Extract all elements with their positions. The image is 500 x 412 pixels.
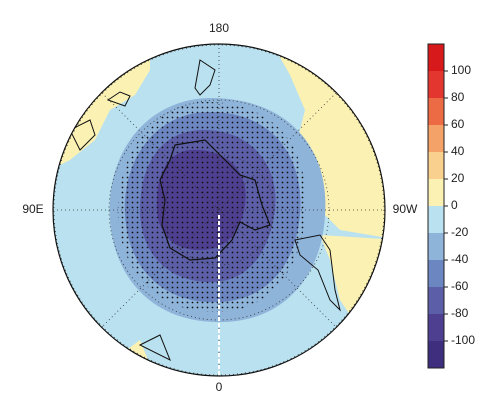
colorbar-tick-label: -100 — [451, 333, 475, 347]
colorbar-bin — [428, 260, 444, 287]
colorbar-bin — [428, 71, 444, 98]
colorbar-tick-label: 60 — [451, 117, 465, 131]
colorbar-bin — [428, 44, 444, 71]
colorbar-tick-label: -80 — [451, 306, 469, 320]
meridian-label: 180 — [209, 21, 229, 35]
colorbar-bin — [428, 314, 444, 341]
colorbar-tick-label: 80 — [451, 90, 465, 104]
colorbar: 100 80 60 40 20 0 -20 -40 -60 -80 -100 — [427, 43, 475, 369]
colorbar-bin — [428, 206, 444, 233]
map-disk — [53, 44, 385, 376]
colorbar-tick-label: 0 — [451, 198, 458, 212]
colorbar-bin — [428, 179, 444, 206]
colorbar-tick-label: 100 — [451, 63, 471, 77]
map-border — [52, 43, 386, 377]
colorbar-bin — [428, 233, 444, 260]
colorbar-bin — [428, 152, 444, 179]
colorbar-bin — [428, 287, 444, 314]
colorbar-tick-label: -60 — [451, 279, 469, 293]
colorbar-bin — [428, 98, 444, 125]
coastline — [69, 59, 341, 362]
meridian-label: 0 — [216, 380, 223, 394]
colorbar-tick-label: -40 — [451, 252, 469, 266]
antarctica-coast — [159, 139, 271, 261]
colorbar-tick-label: -20 — [451, 225, 469, 239]
significance-stipple — [117, 101, 307, 313]
colorbar-tick-label: 40 — [451, 144, 465, 158]
meridian-label: 90E — [22, 202, 43, 216]
colorbar-bin — [428, 125, 444, 152]
meridian-label: 90W — [393, 202, 418, 216]
colorbar-bin — [428, 341, 444, 368]
colorbar-tick-label: 20 — [451, 171, 465, 185]
